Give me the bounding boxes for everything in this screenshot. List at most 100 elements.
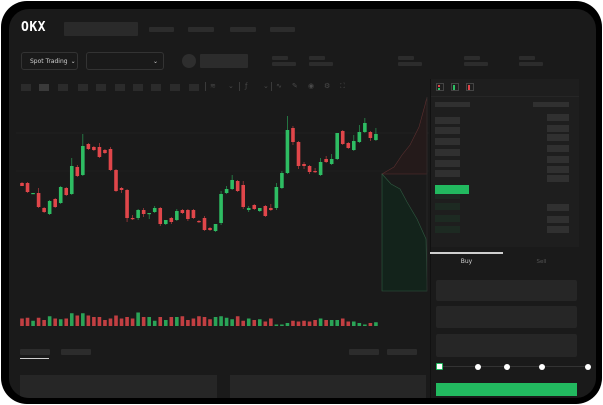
candle-body [352, 141, 356, 150]
stat-label [464, 56, 480, 60]
indicator-icon[interactable]: ƒ [245, 82, 248, 90]
volume-bar [186, 320, 190, 326]
orderbook-amount [547, 134, 569, 141]
candle-body [291, 128, 295, 142]
volume-bar [81, 313, 85, 326]
pair-select[interactable]: ⌄ [86, 52, 164, 70]
volume-bar [374, 322, 378, 326]
slider-stop-25[interactable] [475, 364, 481, 370]
volume-bar [202, 317, 207, 326]
tab-buy[interactable]: Buy [460, 258, 473, 265]
amount-slider-handle[interactable] [436, 363, 443, 370]
orderbook-price[interactable] [435, 203, 460, 210]
volume-bar [280, 324, 284, 326]
tab-order-history[interactable] [61, 349, 91, 355]
orderbook-price[interactable] [435, 215, 460, 222]
orderbook-header-price [435, 102, 470, 107]
slider-stop-50[interactable] [504, 364, 510, 370]
nav-item[interactable] [270, 27, 295, 32]
orders-panel [20, 375, 217, 398]
depth-chart [380, 96, 428, 292]
tab-sell[interactable]: Sell [536, 259, 547, 265]
orderbook-price[interactable] [435, 117, 460, 124]
tab-open-orders[interactable] [20, 349, 50, 355]
interval-button[interactable] [21, 84, 31, 91]
okx-logo[interactable]: OKX [21, 20, 46, 35]
volume-bar [58, 319, 63, 326]
candlestick-chart[interactable] [9, 9, 596, 398]
candle-body [81, 146, 85, 175]
orderbook-price[interactable] [435, 127, 460, 134]
chevron-down-icon[interactable]: ⌄ [228, 82, 234, 90]
orderbook-sell-icon[interactable] [466, 83, 474, 91]
fullscreen-icon[interactable]: ⛶ [340, 82, 345, 90]
interval-button[interactable] [170, 84, 180, 91]
orderbook-buy-icon[interactable] [451, 83, 459, 91]
interval-button[interactable] [151, 84, 161, 91]
orderbook-price[interactable] [435, 138, 460, 145]
active-tab-indicator [20, 358, 49, 359]
interval-button[interactable] [133, 84, 143, 91]
candle-body [186, 210, 190, 219]
orderbook-header-amount [533, 102, 569, 107]
interval-button[interactable] [78, 84, 88, 91]
interval-button[interactable] [58, 84, 68, 91]
trading-mode-label: Spot Trading [30, 57, 68, 65]
candle-body [125, 190, 129, 218]
interval-button[interactable] [96, 84, 106, 91]
volume-bar [119, 318, 124, 326]
filter-button[interactable] [387, 349, 417, 355]
divider [205, 82, 206, 91]
orderbook-both-icon[interactable] [436, 83, 444, 91]
buy-button[interactable] [436, 383, 577, 396]
stat-label [272, 56, 288, 60]
candle-body [36, 193, 41, 207]
interval-button-active[interactable] [39, 84, 49, 91]
candle-type-icon[interactable]: ≋ [210, 82, 216, 90]
slider-stop-75[interactable] [539, 364, 545, 370]
volume-bar [318, 318, 323, 326]
candle-body [119, 188, 124, 190]
amount-slider-track[interactable] [440, 366, 588, 367]
candle-body [75, 167, 80, 176]
settings-icon[interactable]: ⚙ [324, 82, 331, 90]
candle-body [58, 187, 63, 203]
volume-bar [64, 318, 69, 326]
interval-button[interactable] [189, 84, 199, 91]
filter-button[interactable] [349, 349, 379, 355]
volume-bar [302, 320, 306, 326]
trading-mode-select[interactable]: Spot Trading ⌄ [21, 52, 78, 70]
active-tab-indicator [430, 252, 503, 254]
line-tool-icon[interactable]: ∿ [276, 82, 282, 90]
candle-body [147, 213, 151, 215]
depth-bids-area [381, 173, 428, 292]
candle-body [130, 218, 135, 220]
nav-item[interactable] [188, 27, 214, 32]
ruler-icon[interactable]: ✎ [292, 82, 298, 90]
volume-bar [69, 313, 74, 326]
coin-icon [182, 54, 196, 68]
total-input[interactable] [436, 334, 577, 357]
volume-bar [103, 320, 107, 326]
volume-bar [296, 321, 301, 326]
candle-body [230, 180, 234, 189]
search-bar[interactable] [64, 22, 138, 36]
camera-icon[interactable]: ◉ [308, 82, 315, 90]
nav-item[interactable] [149, 27, 174, 32]
orderbook-price[interactable] [435, 192, 460, 199]
stat-label [398, 56, 414, 60]
orderbook-price[interactable] [435, 160, 460, 167]
candle-body [152, 208, 157, 212]
orderbook-price[interactable] [435, 149, 460, 156]
candle-body [302, 164, 306, 166]
volume-bar [208, 319, 212, 326]
interval-button[interactable] [115, 84, 125, 91]
nav-item[interactable] [230, 27, 256, 32]
amount-input[interactable] [436, 306, 577, 328]
slider-stop-100[interactable] [585, 364, 591, 370]
chevron-down-icon[interactable]: ⌄ [263, 82, 269, 90]
orderbook-price[interactable] [435, 226, 460, 233]
price-input[interactable] [436, 280, 577, 301]
orderbook-price[interactable] [435, 170, 460, 177]
volume-bar [352, 321, 356, 326]
